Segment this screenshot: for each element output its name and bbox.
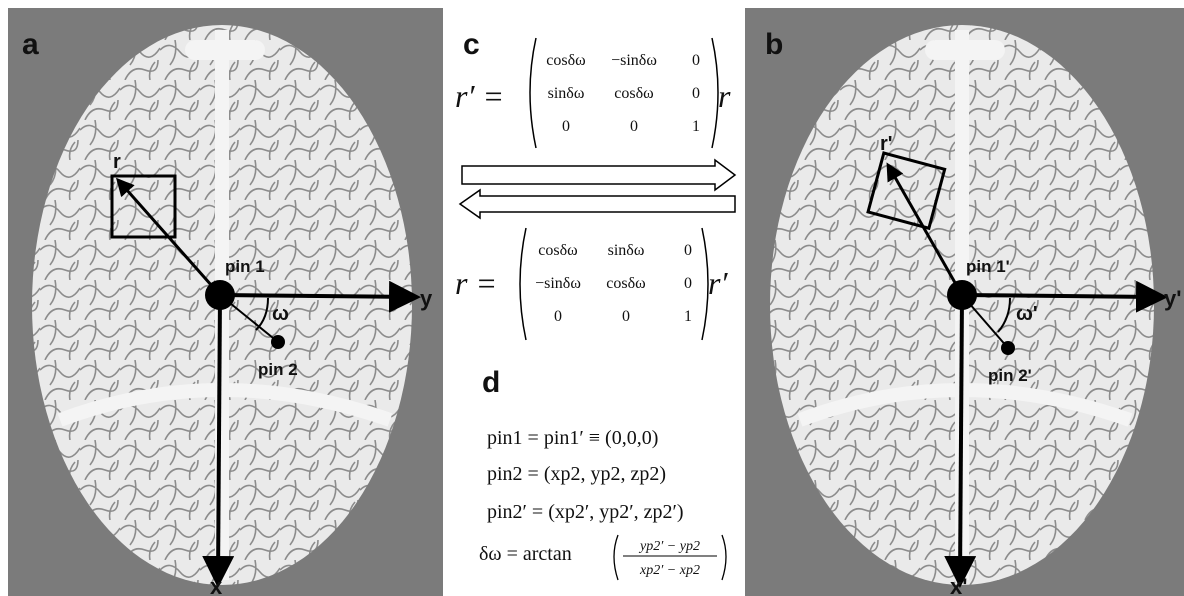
matrix-entry: 0: [630, 118, 638, 135]
y-axis: [962, 295, 1160, 297]
x-label: x: [210, 574, 223, 596]
matrix-entry: sinδω: [608, 242, 645, 259]
r-label: r': [880, 133, 893, 155]
pin-2: [1001, 341, 1015, 355]
matrix-entry: 0: [692, 85, 700, 102]
pin-1-label: pin 1': [966, 257, 1010, 276]
pin-1: [947, 280, 977, 310]
x-axis: [960, 295, 962, 580]
equation-lhs: r′ =: [455, 78, 504, 114]
equation-line: pin2′ = (xp2′, yp2′, zp2′): [487, 501, 684, 523]
equation-line: pin2 = (xp2, yp2, zp2): [487, 463, 666, 485]
r-label: r: [113, 151, 121, 173]
matrix-entry: cosδω: [614, 85, 653, 102]
denominator: xp2′ − xp2: [639, 563, 700, 578]
inverse-arrow: [460, 190, 735, 218]
figure: a r pin 1 y ω pin 2 x c r′ = r cosδω −sin…: [0, 0, 1184, 596]
matrix-entry: 0: [692, 52, 700, 69]
matrix-entry: 0: [684, 242, 692, 259]
matrix-entry: 1: [692, 118, 700, 135]
x-label: x': [950, 574, 967, 596]
matrix-entry: cosδω: [546, 52, 585, 69]
panel-a: a r pin 1 y ω pin 2 x: [8, 8, 443, 596]
matrix-entry: 1: [684, 308, 692, 325]
matrix-entry: sinδω: [548, 85, 585, 102]
forward-arrow: [462, 160, 735, 190]
matrix-entry: cosδω: [606, 275, 645, 292]
matrix-entry: 0: [684, 275, 692, 292]
panel-label: a: [22, 28, 39, 61]
matrix-entry: −sinδω: [611, 52, 657, 69]
panel-b: b r' pin 1' y' ω' pin 2' x': [745, 8, 1184, 596]
y-label: y': [1164, 286, 1181, 311]
equation-rhs: r: [718, 78, 731, 114]
panel-label: b: [765, 28, 783, 61]
pin-2-label: pin 2: [258, 360, 298, 379]
omega-label: ω': [1016, 303, 1038, 325]
omega-label: ω: [272, 303, 289, 325]
equation-rhs: r′: [708, 265, 728, 301]
matrix-entry: cosδω: [538, 242, 577, 259]
matrix-entry: 0: [554, 308, 562, 325]
pin-2-label: pin 2': [988, 366, 1032, 385]
matrix: cosδω −sinδω 0 sinδω cosδω 0 0 0 1: [546, 52, 700, 135]
pin-1: [205, 280, 235, 310]
pin-1-label: pin 1: [225, 257, 265, 276]
y-label: y: [420, 286, 433, 311]
panel-label: c: [463, 28, 480, 61]
matrix-entry: −sinδω: [535, 275, 581, 292]
x-axis: [218, 295, 220, 580]
panel-label: d: [482, 366, 500, 399]
equation-line: pin1 = pin1′ ≡ (0,0,0): [487, 427, 658, 449]
vessel: [925, 40, 1005, 60]
numerator: yp2′ − yp2: [638, 539, 700, 554]
y-axis: [220, 295, 413, 297]
matrix-entry: 0: [562, 118, 570, 135]
matrix-entry: 0: [622, 308, 630, 325]
matrix: cosδω sinδω 0 −sinδω cosδω 0 0 0 1: [535, 242, 692, 325]
vessel: [185, 40, 265, 60]
equation-lhs: r =: [455, 265, 497, 301]
pin-2: [271, 335, 285, 349]
equation-line: δω = arctan: [479, 543, 572, 565]
